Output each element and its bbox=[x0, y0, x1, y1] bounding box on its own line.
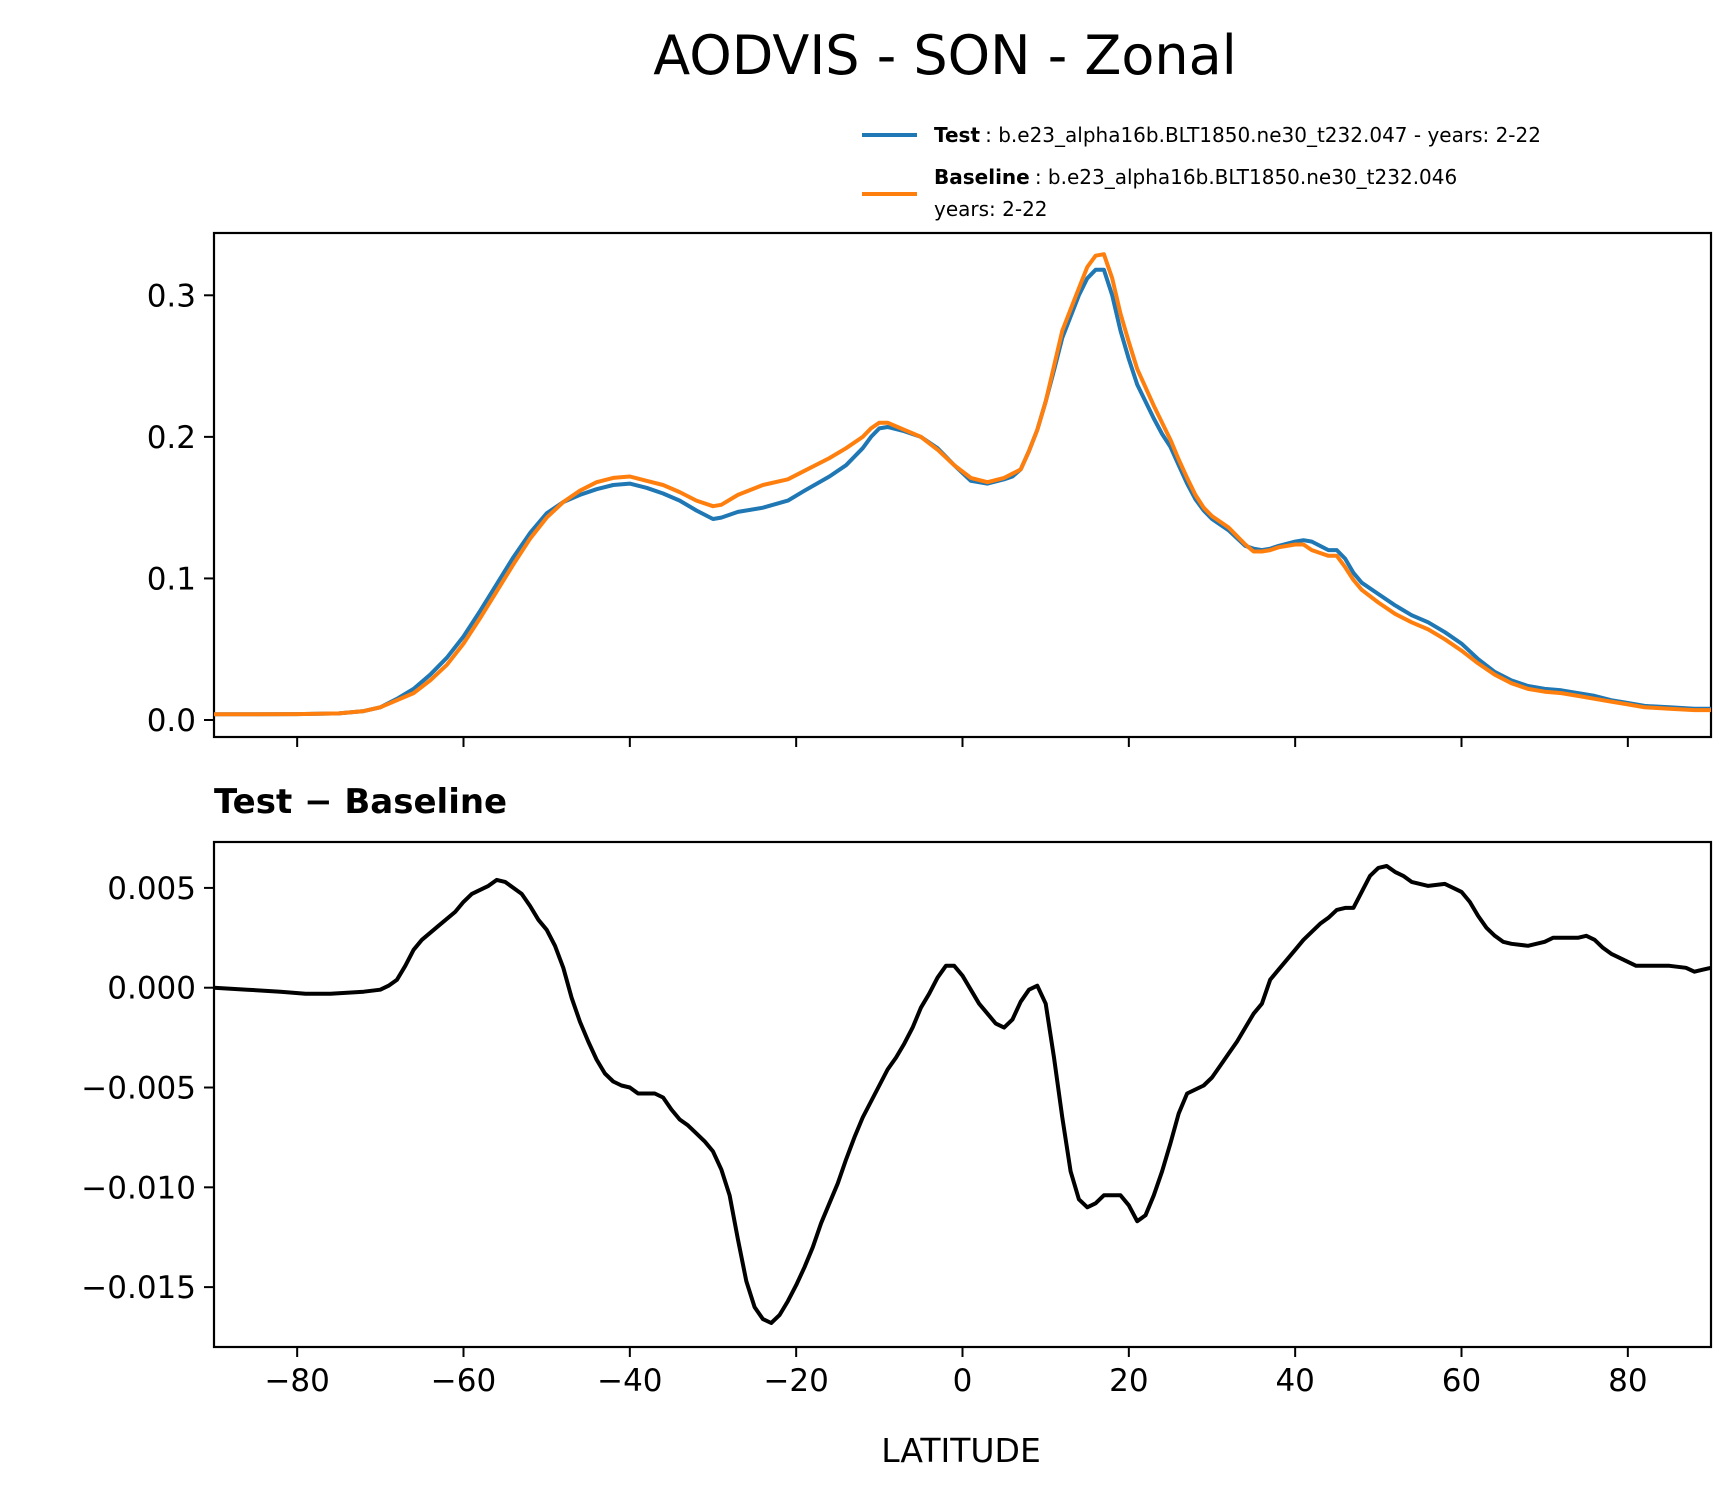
legend-name-baseline: Baseline bbox=[934, 165, 1030, 189]
legend-entry-test: Test : b.e23_alpha16b.BLT1850.ne30_t232.… bbox=[934, 123, 1541, 147]
top-y-tick-label: 0.0 bbox=[147, 703, 196, 739]
top-y-tick-label: 0.1 bbox=[147, 561, 196, 597]
legend-text-test: : b.e23_alpha16b.BLT1850.ne30_t232.047 -… bbox=[985, 123, 1541, 147]
chart-title: AODVIS - SON - Zonal bbox=[653, 24, 1236, 87]
top-x-ticks bbox=[296, 737, 1629, 747]
top-y-tick-label: 0.2 bbox=[147, 420, 196, 456]
bottom-x-tick-label: 0 bbox=[953, 1363, 973, 1399]
bottom-x-ticks: −80 −60 −40 −20 0 20 40 60 80 bbox=[264, 1347, 1648, 1399]
top-series bbox=[214, 252, 1711, 717]
difference-panel-title: Test − Baseline bbox=[214, 782, 507, 822]
bottom-x-tick-label: 20 bbox=[1109, 1363, 1148, 1399]
bottom-y-tick-label: 0.000 bbox=[107, 971, 196, 1007]
legend-text-baseline: : b.e23_alpha16b.BLT1850.ne30_t232.046 bbox=[1035, 165, 1457, 189]
legend: Test : b.e23_alpha16b.BLT1850.ne30_t232.… bbox=[862, 123, 1541, 221]
bottom-x-tick-label: −20 bbox=[763, 1363, 828, 1399]
x-axis-label: LATITUDE bbox=[881, 1431, 1041, 1470]
series-line-test-baseline bbox=[213, 864, 1712, 1325]
bottom-y-tick-label: −0.010 bbox=[81, 1170, 196, 1206]
bottom-series bbox=[213, 864, 1712, 1325]
bottom-y-ticks: 0.005 0.000 −0.005 −0.010 −0.015 bbox=[81, 871, 214, 1306]
bottom-panel: 0.005 0.000 −0.005 −0.010 −0.015 −80 −60 −40 −2… bbox=[81, 840, 1713, 1399]
bottom-y-tick-label: −0.015 bbox=[81, 1270, 196, 1306]
bottom-x-tick-label: −40 bbox=[597, 1363, 662, 1399]
bottom-y-tick-label: −0.005 bbox=[81, 1071, 196, 1107]
bottom-x-tick-label: 40 bbox=[1275, 1363, 1314, 1399]
series-line-test bbox=[214, 267, 1711, 717]
top-y-ticks: 0.0 0.1 0.2 0.3 bbox=[147, 278, 214, 739]
bottom-y-tick-label: 0.005 bbox=[107, 871, 196, 907]
bottom-x-tick-label: 80 bbox=[1608, 1363, 1647, 1399]
top-y-tick-label: 0.3 bbox=[147, 278, 196, 314]
bottom-x-tick-label: −60 bbox=[431, 1363, 496, 1399]
series-line-baseline bbox=[214, 252, 1711, 717]
bottom-x-tick-label: 60 bbox=[1442, 1363, 1481, 1399]
legend-text-baseline-years: years: 2-22 bbox=[934, 197, 1048, 221]
bottom-x-tick-label: −80 bbox=[264, 1363, 329, 1399]
legend-entry-baseline: Baseline : b.e23_alpha16b.BLT1850.ne30_t… bbox=[934, 165, 1457, 189]
top-panel: 0.0 0.1 0.2 0.3 bbox=[147, 231, 1713, 747]
legend-name-test: Test bbox=[934, 123, 980, 147]
